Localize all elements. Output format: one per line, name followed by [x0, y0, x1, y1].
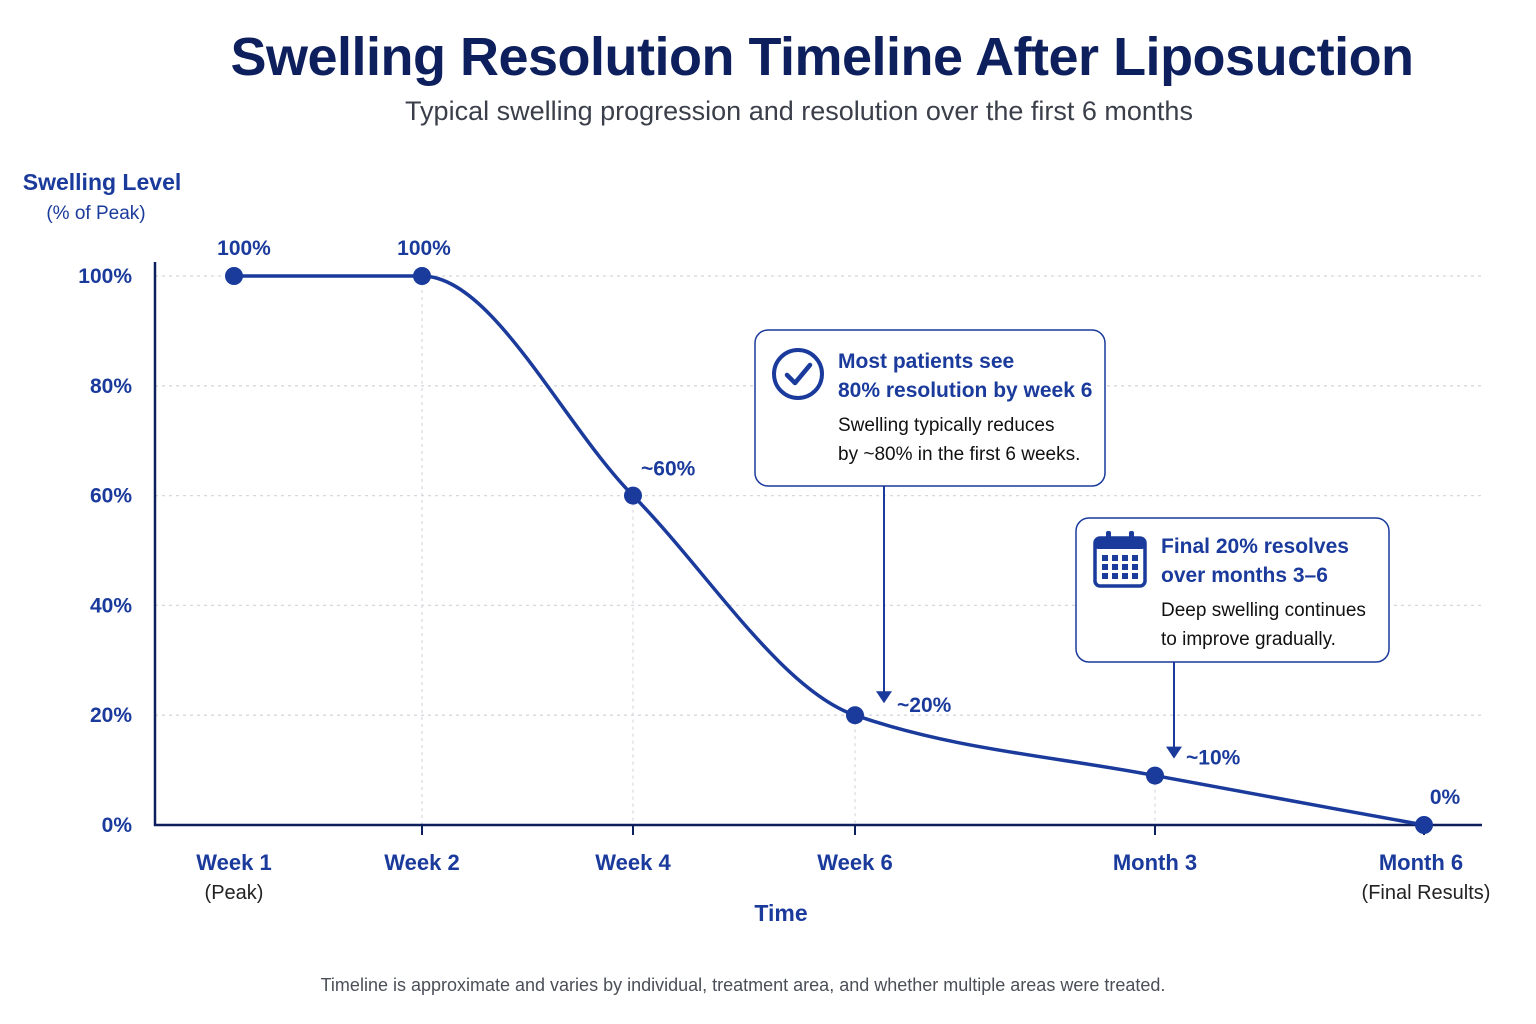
x-tick-sublabel: (Final Results) [1362, 882, 1491, 904]
x-tick-sublabel: (Peak) [205, 882, 264, 904]
data-point [846, 706, 864, 725]
y-tick-label: 20% [90, 704, 132, 727]
calendar-cell [1102, 555, 1108, 561]
data-label: 100% [397, 237, 451, 260]
calendar-cell [1132, 555, 1138, 561]
y-tick-label: 80% [90, 375, 132, 398]
x-tick-label: Week 6 [817, 850, 892, 875]
callout-box [754, 329, 1106, 487]
data-label: 0% [1430, 786, 1461, 809]
data-label: ~20% [897, 694, 952, 717]
axes: Swelling Level (% of Peak) 0% 20% 40% 60% 80% 1… [23, 169, 1491, 926]
callout-box [1075, 517, 1390, 663]
series-swelling [225, 267, 1433, 834]
calendar-icon [1093, 531, 1147, 588]
calendar-cell [1102, 573, 1108, 579]
x-tick-label: Month 3 [1113, 850, 1197, 875]
x-tick-label: Week 4 [595, 850, 671, 875]
callouts: Most patients see 80% resolution by week … [754, 329, 1390, 759]
check-mark [784, 362, 813, 386]
callout-body-line: Swelling typically reduces [838, 415, 1055, 436]
data-point [1146, 766, 1164, 785]
data-point [413, 267, 431, 285]
calendar-cell [1102, 564, 1108, 570]
data-point [1415, 816, 1433, 834]
calendar-ring [1129, 531, 1134, 543]
calendar-cell [1112, 555, 1118, 561]
calendar-cell [1132, 564, 1138, 570]
callout-arrow-head [1166, 746, 1182, 759]
calendar-cell [1112, 564, 1118, 570]
labels: 100% 100% ~60% ~20% ~10% 0% [217, 237, 1460, 809]
calendar-ring [1106, 531, 1111, 543]
callout-title-line: 80% resolution by week 6 [838, 379, 1092, 402]
calendar-cell [1122, 573, 1128, 579]
callout-title-line: Most patients see [838, 350, 1014, 373]
data-point [624, 486, 642, 505]
check-circle-ring [772, 348, 824, 400]
y-axis-subtitle: (% of Peak) [46, 203, 145, 224]
calendar-cell [1132, 573, 1138, 579]
callout-body-line: to improve gradually. [1161, 629, 1336, 650]
y-tick-label: 60% [90, 485, 132, 508]
data-label: ~60% [641, 458, 696, 481]
callout-body-line: by ~80% in the first 6 weeks. [838, 444, 1080, 465]
calendar-cell [1112, 573, 1118, 579]
footnote: Timeline is approximate and varies by in… [320, 975, 1166, 995]
callout-title-line: over months 3–6 [1161, 564, 1328, 587]
y-tick-label: 0% [102, 814, 133, 837]
data-label: 100% [217, 237, 271, 260]
callout-body-line: Deep swelling continues [1161, 600, 1366, 621]
x-tick-label: Month 6 [1379, 850, 1463, 875]
chart-subtitle: Typical swelling progression and resolut… [405, 96, 1193, 126]
data-point [225, 267, 243, 285]
y-axis-title: Swelling Level [23, 169, 182, 195]
y-tick-label: 40% [90, 594, 132, 617]
calendar-header [1095, 538, 1145, 549]
calendar-cell [1122, 555, 1128, 561]
calendar-cell [1122, 564, 1128, 570]
check-circle-icon [772, 348, 824, 400]
y-tick-label: 100% [78, 265, 132, 288]
callout-title-line: Final 20% resolves [1161, 535, 1349, 558]
x-tick-label: Week 1 [196, 850, 271, 875]
data-label: ~10% [1186, 747, 1241, 770]
callout-arrow-head [876, 691, 892, 704]
chart-title: Swelling Resolution Timeline After Lipos… [230, 27, 1414, 87]
x-tick-label: Week 2 [384, 850, 459, 875]
x-axis-title: Time [754, 900, 807, 926]
